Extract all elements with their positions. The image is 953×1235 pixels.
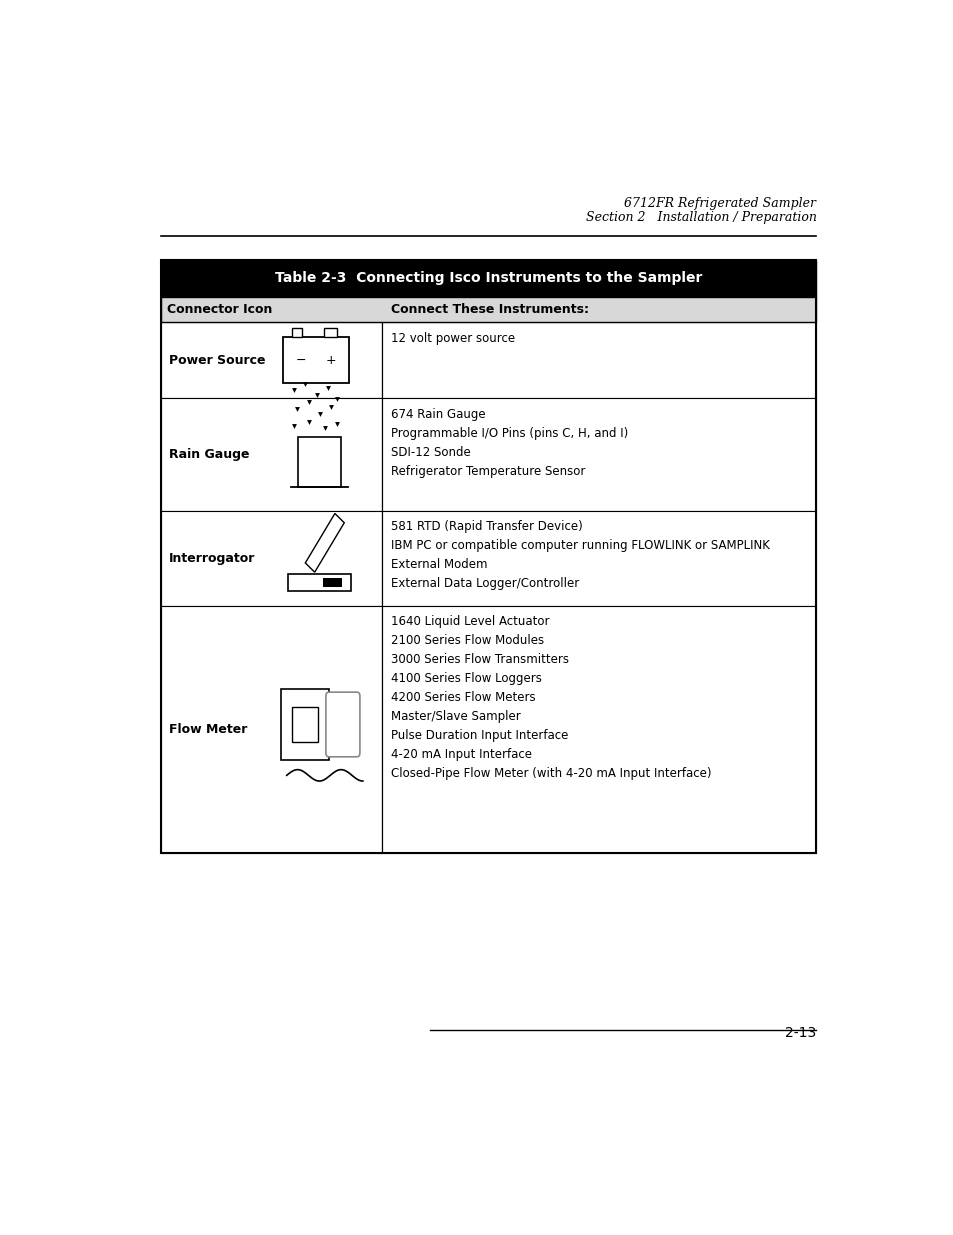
Bar: [161, 510, 381, 605]
Text: SDI-12 Sonde: SDI-12 Sonde: [390, 446, 470, 459]
Bar: [292, 329, 302, 337]
Bar: [381, 399, 816, 510]
Text: 2-13: 2-13: [784, 1026, 816, 1040]
Bar: [282, 337, 349, 383]
Text: Connect These Instruments:: Connect These Instruments:: [390, 303, 588, 316]
Text: Programmable I/O Pins (pins C, H, and I): Programmable I/O Pins (pins C, H, and I): [390, 427, 627, 440]
Text: 674 Rain Gauge: 674 Rain Gauge: [390, 408, 485, 421]
Text: Interrogator: Interrogator: [169, 552, 254, 564]
Text: 6712FR Refrigerated Sampler: 6712FR Refrigerated Sampler: [624, 198, 816, 210]
Bar: [161, 261, 816, 296]
Bar: [161, 322, 381, 399]
Text: Connector Icon: Connector Icon: [167, 303, 273, 316]
Bar: [324, 329, 336, 337]
Text: External Modem: External Modem: [390, 558, 487, 571]
Text: Section 2   Installation / Preparation: Section 2 Installation / Preparation: [585, 211, 816, 225]
Text: Master/Slave Sampler: Master/Slave Sampler: [390, 710, 519, 724]
Bar: [280, 689, 329, 760]
Text: +: +: [325, 353, 335, 367]
Bar: [298, 437, 341, 487]
Text: 12 volt power source: 12 volt power source: [390, 332, 515, 345]
Bar: [381, 510, 816, 605]
Bar: [381, 605, 816, 853]
Text: 581 RTD (Rapid Transfer Device): 581 RTD (Rapid Transfer Device): [390, 520, 581, 534]
Text: Table 2-3  Connecting Isco Instruments to the Sampler: Table 2-3 Connecting Isco Instruments to…: [275, 272, 701, 285]
Text: Flow Meter: Flow Meter: [169, 722, 247, 736]
Bar: [161, 399, 381, 510]
Text: 4100 Series Flow Loggers: 4100 Series Flow Loggers: [390, 672, 541, 685]
Bar: [381, 322, 816, 399]
Bar: [322, 578, 341, 588]
Text: 2100 Series Flow Modules: 2100 Series Flow Modules: [390, 634, 543, 647]
Text: 1640 Liquid Level Actuator: 1640 Liquid Level Actuator: [390, 615, 549, 629]
Bar: [288, 574, 351, 592]
Polygon shape: [336, 515, 342, 521]
Text: Rain Gauge: Rain Gauge: [169, 448, 249, 461]
Bar: [161, 605, 381, 853]
Bar: [292, 706, 317, 742]
Text: Pulse Duration Input Interface: Pulse Duration Input Interface: [390, 729, 567, 742]
Polygon shape: [305, 514, 344, 572]
FancyBboxPatch shape: [326, 692, 359, 757]
Text: 4200 Series Flow Meters: 4200 Series Flow Meters: [390, 692, 535, 704]
Bar: [161, 296, 816, 322]
Text: Closed-Pipe Flow Meter (with 4-20 mA Input Interface): Closed-Pipe Flow Meter (with 4-20 mA Inp…: [390, 767, 710, 781]
Bar: [161, 261, 816, 853]
Text: 3000 Series Flow Transmitters: 3000 Series Flow Transmitters: [390, 653, 568, 666]
Text: Power Source: Power Source: [169, 353, 265, 367]
Text: IBM PC or compatible computer running FLOWLINK or SAMPLINK: IBM PC or compatible computer running FL…: [390, 538, 769, 552]
Text: Refrigerator Temperature Sensor: Refrigerator Temperature Sensor: [390, 464, 584, 478]
Text: 4-20 mA Input Interface: 4-20 mA Input Interface: [390, 748, 531, 761]
Text: External Data Logger/Controller: External Data Logger/Controller: [390, 577, 578, 590]
Text: −: −: [295, 353, 306, 367]
